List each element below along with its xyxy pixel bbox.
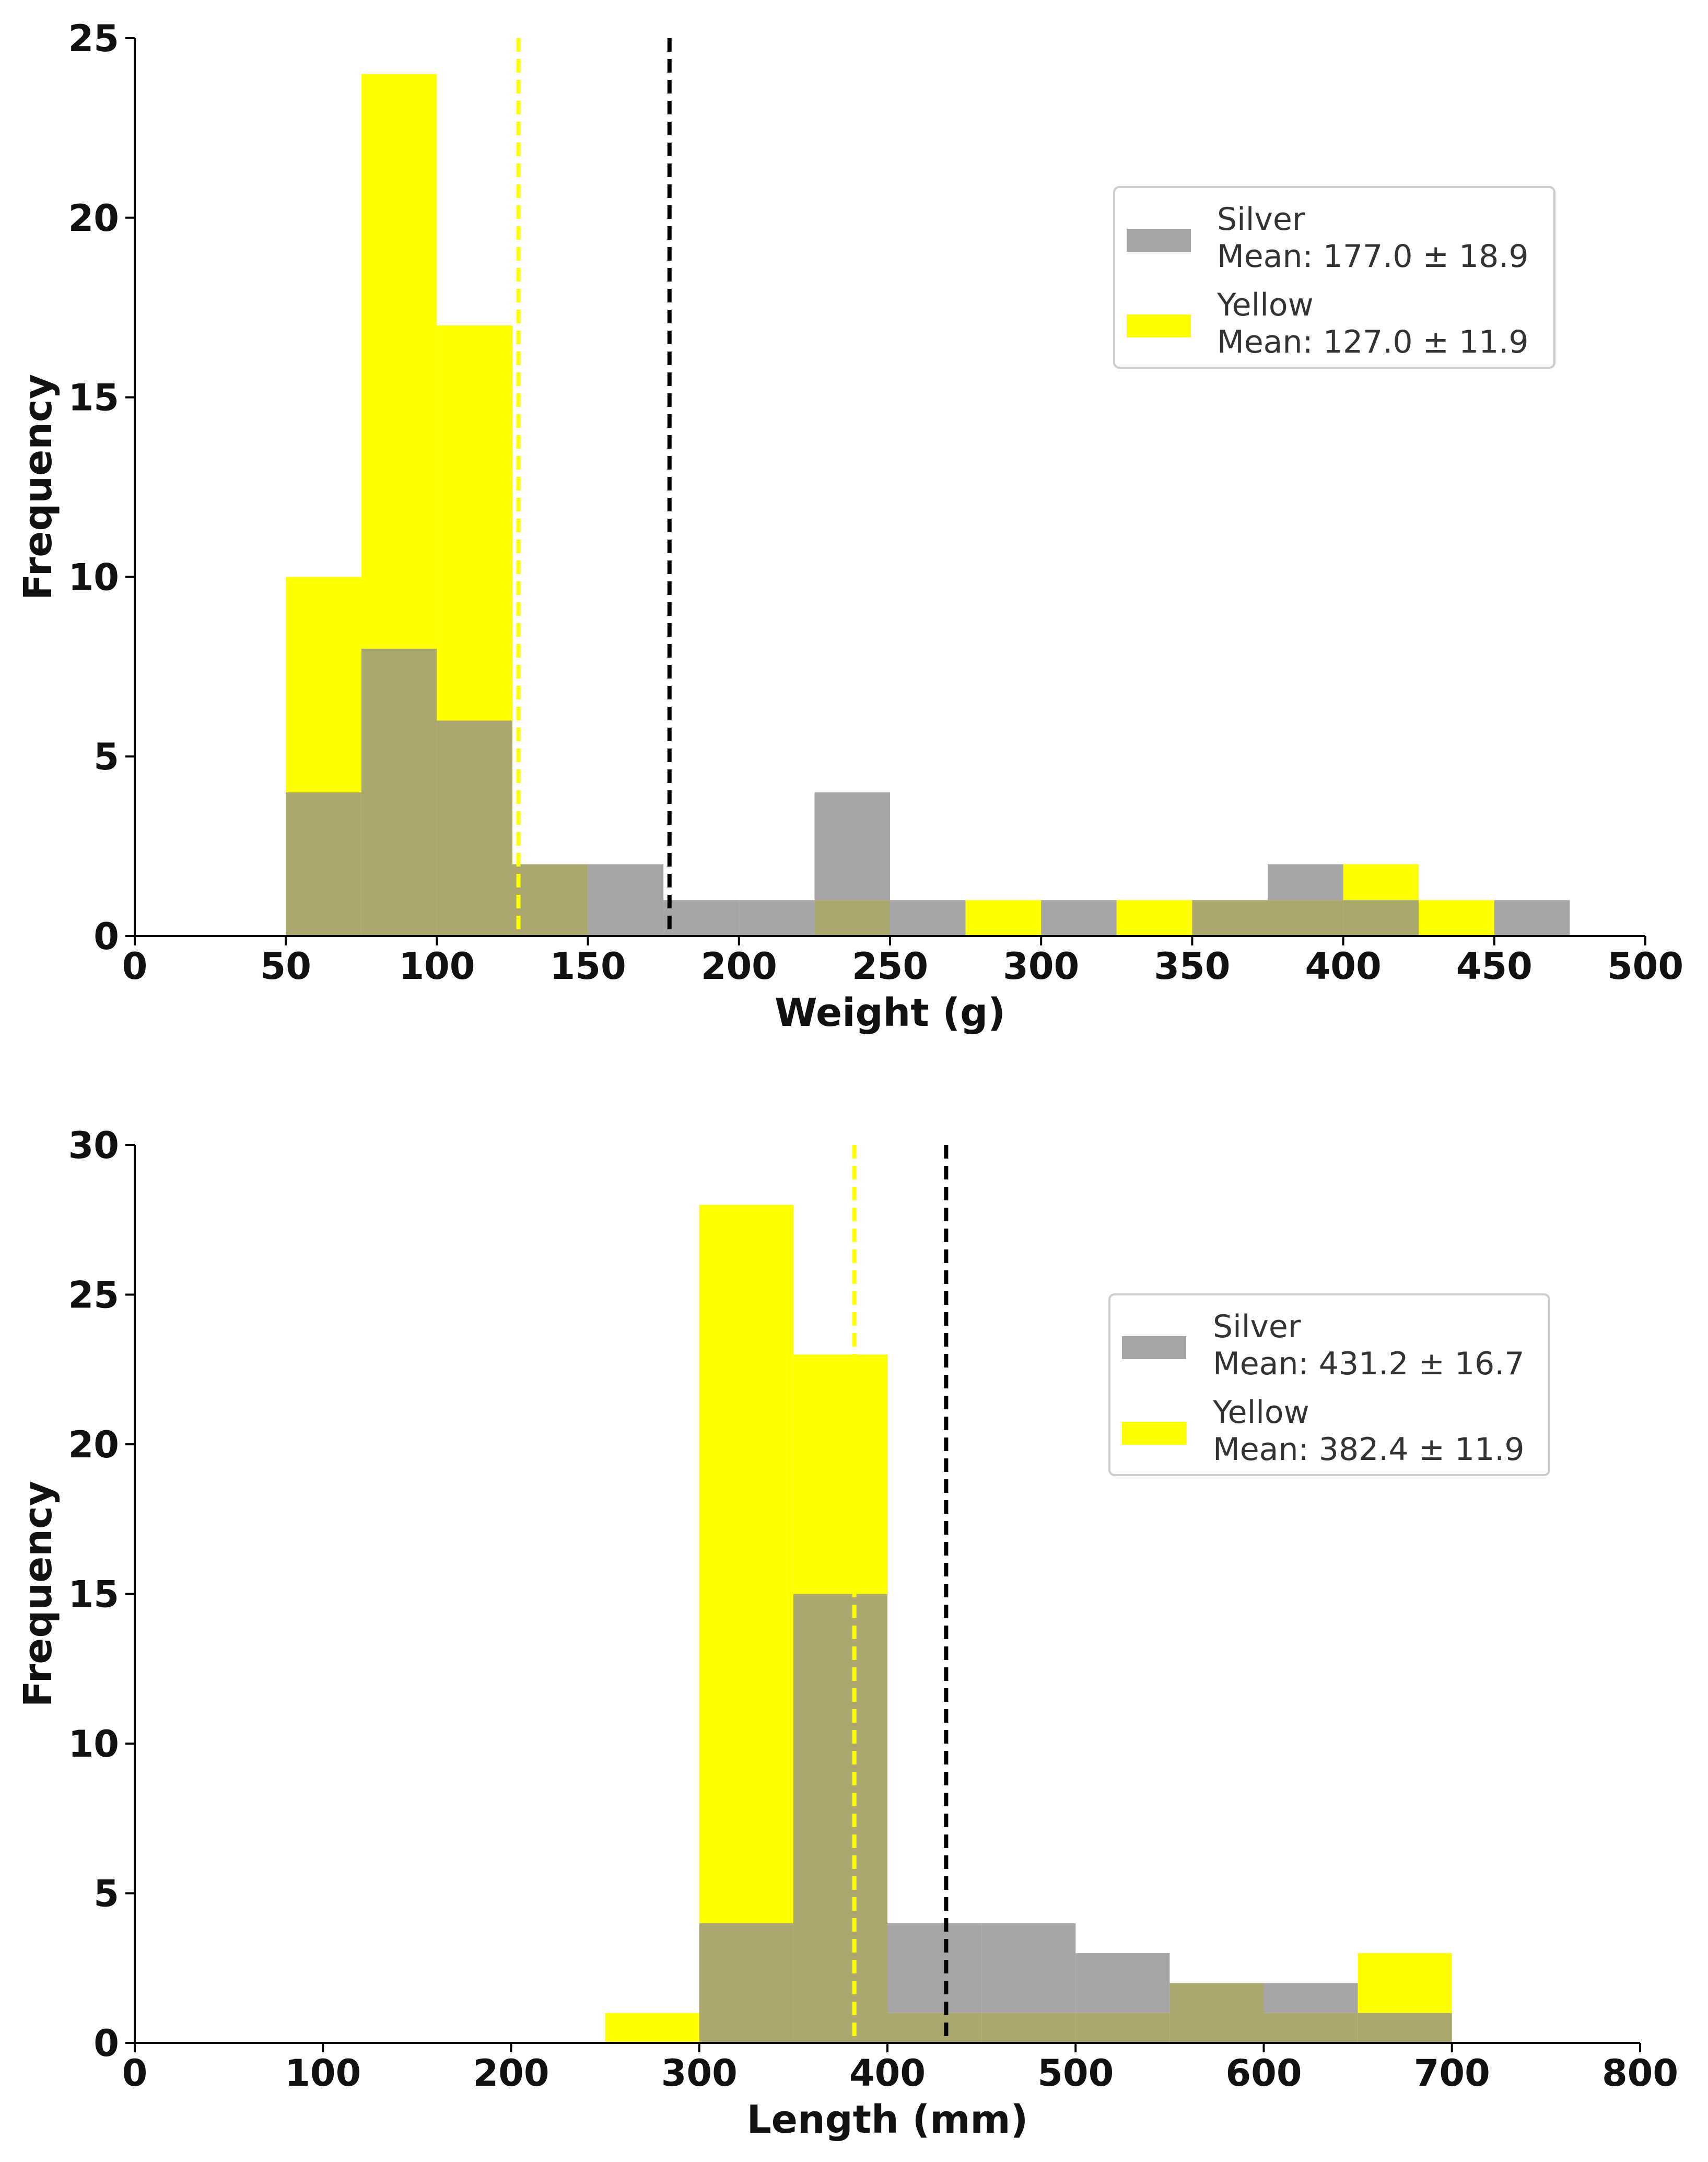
yellow-bar [286,577,361,792]
overlap-bar [1192,900,1268,936]
overlap-bar [1264,2013,1358,2043]
x-tick-label: 450 [1456,945,1532,988]
silver-bar [739,900,815,936]
y-tick-label: 25 [68,1274,119,1317]
y-tick-label: 0 [93,2022,119,2065]
silver-bar [814,792,890,901]
x-tick-label: 700 [1414,2052,1490,2095]
x-tick-label: 350 [1154,945,1230,988]
silver-bar [1264,1983,1358,2013]
legend-label: Yellow [1216,287,1314,323]
x-tick-label: 0 [122,2052,148,2095]
x-tick-label: 800 [1602,2052,1678,2095]
y-tick-label: 0 [93,915,119,958]
x-tick-label: 400 [1305,945,1382,988]
overlap-bar [512,864,588,936]
x-tick-label: 300 [1003,945,1079,988]
yellow-bar [361,74,437,649]
yellow-legend-swatch [1122,1422,1186,1445]
silver-bar [887,1923,982,2013]
x-tick-label: 600 [1225,2052,1302,2095]
x-tick-label: 100 [399,945,475,988]
legend-stat: Mean: 177.0 ± 18.9 [1217,238,1529,275]
silver-legend-swatch [1122,1336,1186,1359]
overlap-bar [1358,2013,1452,2043]
y-axis-label: Frequency [16,1481,61,1707]
x-tick-label: 250 [852,945,928,988]
x-tick-label: 400 [849,2052,926,2095]
y-tick-label: 10 [68,556,119,599]
legend-label: Silver [1213,1308,1301,1345]
y-tick-label: 15 [68,1573,119,1616]
silver-legend-swatch [1127,229,1191,252]
legend-stat: Mean: 382.4 ± 11.9 [1213,1431,1525,1468]
y-tick-label: 30 [68,1124,119,1167]
x-tick-label: 150 [550,945,626,988]
length-histogram-panel: 0 100 200 300 400 500 600 700 800 0 5 10 15 20 25 30 Len… [16,1124,1678,2142]
x-tick-label: 0 [122,945,148,988]
overlap-bar [814,900,890,936]
yellow-bar [699,1205,793,1923]
y-tick-label: 10 [68,1723,119,1766]
x-axis-label: Weight (g) [775,990,1005,1035]
legend-stat: Mean: 431.2 ± 16.7 [1213,1346,1525,1382]
yellow-bar [1419,900,1494,936]
yellow-bar [605,2013,699,2043]
y-axis-label: Frequency [16,374,61,600]
yellow-bar [1343,864,1419,901]
silver-bar [890,900,966,936]
yellow-bar [437,325,512,721]
silver-bar [1041,900,1117,936]
overlap-bar [361,648,437,936]
overlap-bar [793,1594,887,2043]
y-tick-label: 25 [68,17,119,60]
y-tick-label: 15 [68,377,119,419]
overlap-bar [286,792,361,936]
overlap-bar [1169,1983,1264,2043]
y-tick-label: 20 [68,197,119,240]
silver-bar [588,864,664,936]
legend-box [1113,186,1555,369]
silver-bar [1494,900,1570,936]
x-tick-label: 300 [661,2052,738,2095]
overlap-bar [1075,2013,1170,2043]
legend-label: Yellow [1212,1394,1309,1431]
yellow-bar [793,1354,887,1594]
legend-box [1108,1293,1550,1476]
x-axis-label: Length (mm) [747,2097,1028,2142]
overlap-bar [437,720,512,936]
legend-stat: Mean: 127.0 ± 11.9 [1217,324,1529,360]
yellow-bar [1358,1953,1452,2013]
x-tick-label: 50 [260,945,311,988]
overlap-bar [1268,900,1343,936]
yellow-bar [1116,900,1192,936]
weight-histogram-panel: 0 50 100 150 200 250 300 350 400 450 500 0 5 10 15 20 25… [16,17,1683,1035]
y-tick-label: 5 [93,1873,119,1915]
overlap-bar [981,2013,1076,2043]
x-tick-label: 500 [1607,945,1683,988]
y-tick-label: 20 [68,1423,119,1466]
silver-bar [981,1923,1076,2013]
yellow-legend-swatch [1127,314,1191,337]
silver-bar [1268,864,1343,901]
yellow-bar [965,900,1042,936]
x-tick-label: 100 [285,2052,361,2095]
silver-bar [663,900,739,936]
silver-bar [1075,1953,1170,2013]
overlap-bar [887,2013,982,2043]
y-tick-label: 5 [93,735,119,778]
overlap-bar [699,1923,793,2043]
overlap-bar [1343,900,1419,936]
legend-label: Silver [1217,201,1305,238]
x-tick-label: 200 [473,2052,549,2095]
x-tick-label: 200 [701,945,777,988]
x-tick-label: 500 [1037,2052,1114,2095]
